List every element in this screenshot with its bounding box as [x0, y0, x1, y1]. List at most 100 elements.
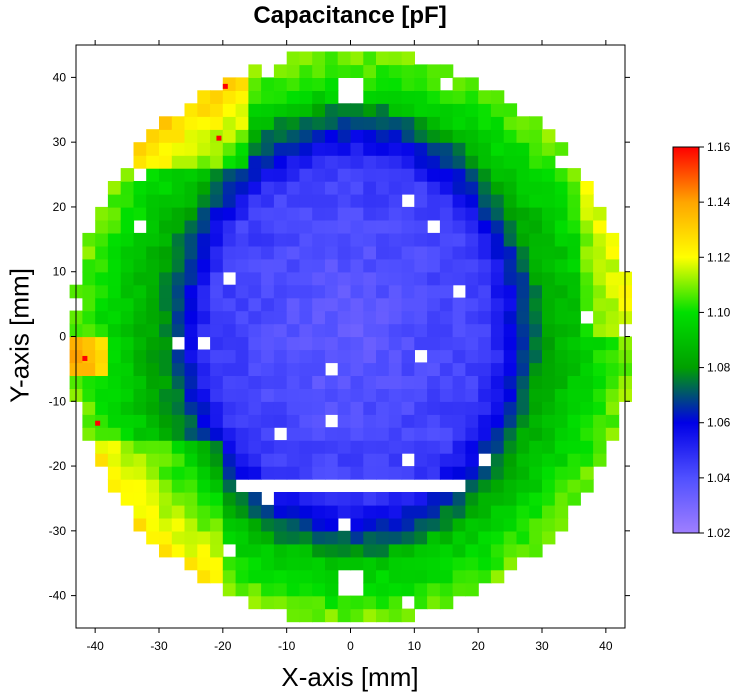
- heatmap-cell: [184, 142, 198, 156]
- heatmap-cell: [107, 427, 122, 441]
- heatmap-cell: [210, 453, 224, 467]
- heatmap-cell: [376, 466, 390, 480]
- heatmap-cell: [503, 168, 518, 182]
- heatmap-cell: [337, 206, 352, 221]
- heatmap-cell: [210, 466, 224, 480]
- heatmap-cell: [146, 388, 160, 402]
- heatmap-cell: [376, 258, 390, 273]
- heatmap-cell: [439, 569, 454, 584]
- heatmap-cell: [427, 569, 441, 584]
- heatmap-cell: [363, 530, 377, 545]
- heatmap-cell: [312, 388, 326, 402]
- heatmap-cell: [222, 401, 237, 415]
- heatmap-cell: [401, 297, 415, 312]
- heatmap-cell: [184, 466, 198, 480]
- heatmap-cell: [159, 479, 173, 493]
- heatmap-cell: [414, 375, 428, 389]
- heatmap-cell: [337, 440, 352, 454]
- heatmap-cell: [171, 194, 186, 208]
- heatmap-cell: [82, 336, 96, 351]
- heatmap-cell: [325, 453, 339, 467]
- heatmap-cell: [439, 388, 454, 402]
- heatmap-cell: [222, 414, 237, 428]
- heatmap-cell: [286, 181, 301, 195]
- heatmap-cell: [184, 194, 198, 208]
- heatmap-cell: [325, 401, 339, 415]
- heatmap-cell: [325, 103, 339, 117]
- heatmap-cell: [503, 271, 518, 286]
- heatmap-cell: [210, 388, 224, 402]
- heatmap-cell: [299, 569, 313, 584]
- heatmap-cell: [261, 168, 275, 182]
- heatmap-cell: [554, 297, 569, 312]
- heatmap-cell: [542, 349, 556, 364]
- heatmap-cell: [120, 323, 135, 338]
- heatmap-cell: [248, 232, 262, 247]
- heatmap-cell: [312, 116, 326, 130]
- heatmap-cell: [248, 323, 262, 338]
- heatmap-cell: [452, 427, 466, 441]
- heatmap-cell: [427, 453, 441, 467]
- heatmap-cell: [452, 310, 466, 325]
- heatmap-cell: [184, 492, 198, 506]
- heatmap-cell: [439, 103, 454, 117]
- heatmap-cell: [120, 479, 135, 493]
- heatmap-cell: [478, 155, 492, 169]
- heatmap-cell: [312, 336, 326, 351]
- heatmap-cell: [82, 323, 96, 338]
- heatmap-cell: [529, 232, 543, 247]
- heatmap-cell: [427, 375, 441, 389]
- heatmap-cell: [95, 245, 109, 260]
- heatmap-cell: [82, 401, 96, 415]
- heatmap-cell: [261, 336, 275, 351]
- heatmap-cell: [452, 375, 466, 389]
- heatmap-cell: [465, 504, 479, 519]
- heatmap-cell: [197, 271, 211, 286]
- heatmap-cell: [299, 323, 313, 338]
- heatmap-cell: [580, 453, 594, 467]
- heatmap-cell: [261, 245, 275, 260]
- heatmap-cell: [312, 219, 326, 234]
- heatmap-cell: [299, 517, 313, 532]
- heatmap-cell: [159, 440, 173, 454]
- heatmap-cell: [427, 388, 441, 402]
- heatmap-cell: [337, 168, 352, 182]
- heatmap-cell: [350, 453, 364, 467]
- heatmap-cell: [286, 90, 301, 104]
- heatmap-cell: [388, 297, 403, 312]
- heatmap-cell: [146, 401, 160, 415]
- heatmap-cell: [593, 453, 607, 467]
- heatmap-cell: [184, 232, 198, 247]
- heatmap-cell: [388, 219, 403, 234]
- heatmap-cell: [248, 310, 262, 325]
- heatmap-cell: [184, 168, 198, 182]
- heatmap-cell: [478, 310, 492, 325]
- heatmap-cell: [516, 323, 530, 338]
- heatmap-cell: [350, 232, 364, 247]
- heatmap-cell: [133, 427, 147, 441]
- heatmap-cell: [490, 479, 505, 493]
- heatmap-cell: [159, 453, 173, 467]
- heatmap-cell: [542, 414, 556, 428]
- heatmap-cell: [542, 129, 556, 143]
- heatmap-cell: [427, 310, 441, 325]
- heatmap-cell: [107, 181, 122, 195]
- heatmap-cell: [529, 362, 543, 376]
- heatmap-cell: [107, 362, 122, 376]
- heatmap-cell: [414, 414, 428, 428]
- heatmap-cell: [159, 466, 173, 480]
- heatmap-cell: [503, 492, 518, 506]
- heatmap-cell: [107, 336, 122, 351]
- heatmap-cell: [210, 349, 224, 364]
- heatmap-cell: [516, 440, 530, 454]
- heatmap-cell: [465, 517, 479, 532]
- heatmap-cell: [286, 543, 301, 558]
- heatmap-cell: [171, 388, 186, 402]
- heatmap-cell: [529, 504, 543, 519]
- heatmap-cell: [427, 297, 441, 312]
- heatmap-cell: [82, 414, 96, 428]
- heatmap-cell: [465, 414, 479, 428]
- heatmap-cell: [197, 284, 211, 299]
- heatmap-cell: [107, 232, 122, 247]
- heatmap-cell: [427, 258, 441, 273]
